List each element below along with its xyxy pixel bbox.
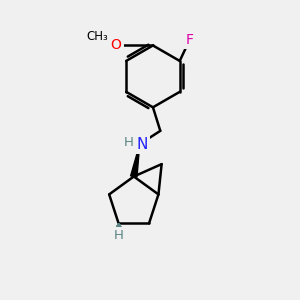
Text: N: N	[136, 136, 148, 152]
Text: H: H	[114, 229, 124, 242]
Text: O: O	[111, 38, 122, 52]
Text: CH₃: CH₃	[86, 30, 108, 43]
Text: F: F	[186, 33, 194, 46]
Text: H: H	[124, 136, 134, 148]
Polygon shape	[130, 144, 140, 177]
